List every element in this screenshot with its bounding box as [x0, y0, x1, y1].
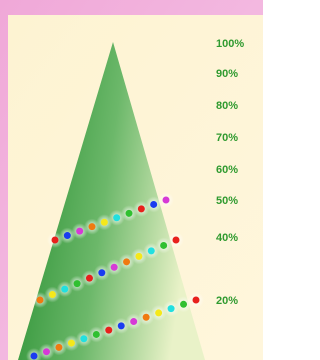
light [163, 197, 170, 204]
light [143, 314, 150, 321]
light [43, 348, 50, 355]
light [155, 309, 162, 316]
light [64, 232, 71, 239]
light [52, 237, 59, 244]
light [138, 205, 145, 212]
light [76, 228, 83, 235]
light [89, 223, 96, 230]
light [123, 258, 130, 265]
light [118, 322, 125, 329]
light [80, 335, 87, 342]
light [160, 242, 167, 249]
tree-widget: 100% 90% 80% 70% 60% 50% 40% 20% [0, 0, 263, 360]
light [193, 297, 200, 304]
scale-label: 40% [216, 232, 238, 244]
scale-label: 50% [216, 195, 238, 207]
light [68, 340, 75, 347]
light [101, 219, 108, 226]
page: 100% 90% 80% 70% 60% 50% 40% 20% (() => … [0, 0, 263, 360]
light [111, 264, 118, 271]
light [135, 253, 142, 260]
scale-label: 80% [216, 100, 238, 112]
light [31, 353, 38, 360]
light [98, 269, 105, 276]
light [55, 344, 62, 351]
light [37, 297, 44, 304]
light [180, 301, 187, 308]
light [105, 327, 112, 334]
light [86, 275, 93, 282]
light [173, 237, 180, 244]
scale-label: 90% [216, 68, 238, 80]
light [49, 291, 56, 298]
light [130, 318, 137, 325]
scale-label: 70% [216, 132, 238, 144]
light [148, 247, 155, 254]
scale-label: 100% [216, 38, 244, 50]
light [150, 201, 157, 208]
light [61, 286, 68, 293]
light [74, 280, 81, 287]
light [113, 214, 120, 221]
scale-label: 20% [216, 295, 238, 307]
light [126, 210, 133, 217]
light [93, 331, 100, 338]
light [168, 305, 175, 312]
scale-label: 60% [216, 164, 238, 176]
